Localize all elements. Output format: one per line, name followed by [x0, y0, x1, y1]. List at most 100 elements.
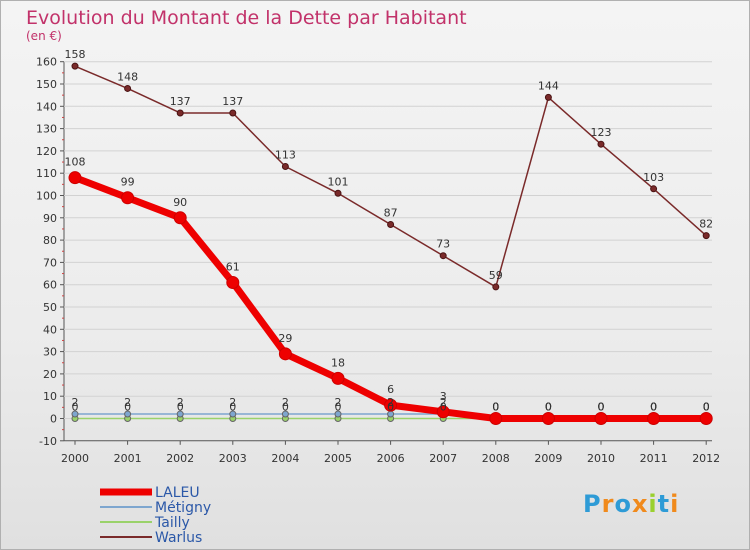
data-point-laleu: [121, 191, 135, 205]
y-tick-label: 0: [50, 413, 57, 426]
y-tick-label: 40: [43, 323, 57, 336]
unit-label: (en €): [26, 29, 62, 43]
y-tick-label: -10: [39, 435, 57, 448]
data-point-mtigny: [281, 410, 289, 418]
logo-letter: t: [657, 490, 671, 518]
data-label-tailly: 0: [124, 401, 131, 414]
data-point-laleu: [173, 211, 187, 225]
x-tick-label: 2010: [587, 452, 615, 465]
data-point-laleu: [489, 412, 503, 425]
data-point-warlus: [597, 140, 605, 148]
data-label-mtigny: 0: [703, 401, 710, 414]
data-point-warlus: [492, 283, 500, 291]
data-label-tailly: 0: [177, 401, 184, 414]
chart-title: Evolution du Montant de la Dette par Hab…: [26, 7, 467, 29]
data-label-laleu: 108: [65, 156, 86, 169]
legend-label-warlus: Warlus: [155, 530, 202, 546]
legend-label-mtigny: Métigny: [155, 500, 211, 516]
data-label-laleu: 6: [387, 383, 394, 396]
y-tick-label: 100: [36, 190, 57, 203]
y-tick-label: 150: [36, 78, 57, 91]
data-point-laleu: [647, 412, 661, 425]
data-label-laleu: 0: [650, 401, 657, 414]
data-point-warlus: [124, 84, 132, 92]
x-tick-label: 2009: [534, 452, 562, 465]
y-tick-label: 30: [43, 346, 57, 359]
data-point-warlus: [176, 109, 184, 117]
data-point-laleu: [541, 412, 555, 425]
data-label-warlus: 144: [538, 79, 559, 92]
data-label-warlus: 101: [328, 175, 349, 188]
data-point-laleu: [594, 412, 608, 425]
data-label-laleu: 3: [440, 390, 447, 403]
data-label-laleu: 18: [331, 356, 345, 369]
y-tick-label: 130: [36, 123, 57, 136]
data-point-mtigny: [71, 410, 79, 418]
data-point-laleu: [278, 347, 292, 361]
y-tick-label: 20: [43, 368, 57, 381]
data-label-mtigny: 2: [387, 396, 394, 409]
data-label-tailly: 0: [598, 401, 605, 414]
data-point-laleu: [436, 405, 450, 419]
data-label-mtigny: 2: [124, 396, 131, 409]
y-tick-label: 120: [36, 145, 57, 158]
data-point-warlus: [334, 189, 342, 197]
data-label-warlus: 73: [436, 238, 450, 251]
data-point-warlus: [650, 185, 658, 193]
data-label-mtigny: 2: [440, 396, 447, 409]
data-label-tailly: 0: [545, 401, 552, 414]
data-label-mtigny: 0: [492, 401, 499, 414]
data-label-mtigny: 2: [335, 396, 342, 409]
data-label-warlus: 87: [384, 206, 398, 219]
data-point-warlus: [71, 62, 79, 70]
data-point-mtigny: [229, 410, 237, 418]
x-tick-label: 2003: [219, 452, 247, 465]
logo-letter: o: [614, 490, 632, 518]
logo-letter: i: [670, 490, 680, 518]
data-label-laleu: 61: [226, 260, 240, 273]
data-label-tailly: 0: [492, 401, 499, 414]
data-point-mtigny: [124, 410, 132, 418]
x-tick-label: 2008: [482, 452, 510, 465]
data-label-mtigny: 2: [229, 396, 236, 409]
data-point-warlus: [229, 109, 237, 117]
data-point-mtigny: [176, 410, 184, 418]
legend-label-tailly: Tailly: [154, 515, 190, 531]
data-label-laleu: 0: [703, 401, 710, 414]
data-point-mtigny: [334, 410, 342, 418]
y-tick-label: 50: [43, 301, 57, 314]
data-label-laleu: 0: [492, 401, 499, 414]
y-tick-label: 160: [36, 56, 57, 69]
data-point-laleu: [68, 171, 82, 185]
data-label-warlus: 158: [65, 48, 86, 61]
data-label-laleu: 0: [598, 401, 605, 414]
data-label-tailly: 0: [650, 401, 657, 414]
data-label-tailly: 0: [440, 401, 447, 414]
data-label-warlus: 113: [275, 149, 296, 162]
y-tick-label: 90: [43, 212, 57, 225]
data-label-tailly: 0: [703, 401, 710, 414]
data-label-laleu: 0: [545, 401, 552, 414]
y-tick-label: 110: [36, 167, 57, 180]
x-tick-label: 2002: [166, 452, 194, 465]
y-tick-label: 70: [43, 256, 57, 269]
data-label-laleu: 29: [278, 332, 292, 345]
data-label-warlus: 59: [489, 269, 503, 282]
y-tick-label: 80: [43, 234, 57, 247]
data-point-warlus: [281, 163, 289, 171]
data-label-warlus: 103: [643, 171, 664, 184]
data-label-laleu: 90: [173, 196, 187, 209]
data-label-warlus: 137: [170, 95, 191, 108]
logo-letter: r: [601, 490, 615, 518]
data-label-mtigny: 0: [598, 401, 605, 414]
data-point-warlus: [544, 93, 552, 101]
data-label-mtigny: 0: [545, 401, 552, 414]
data-label-tailly: 0: [282, 401, 289, 414]
y-tick-label: 140: [36, 100, 57, 113]
data-point-laleu: [331, 371, 345, 385]
data-label-tailly: 0: [229, 401, 236, 414]
data-label-laleu: 99: [121, 176, 135, 189]
data-label-mtigny: 2: [177, 396, 184, 409]
